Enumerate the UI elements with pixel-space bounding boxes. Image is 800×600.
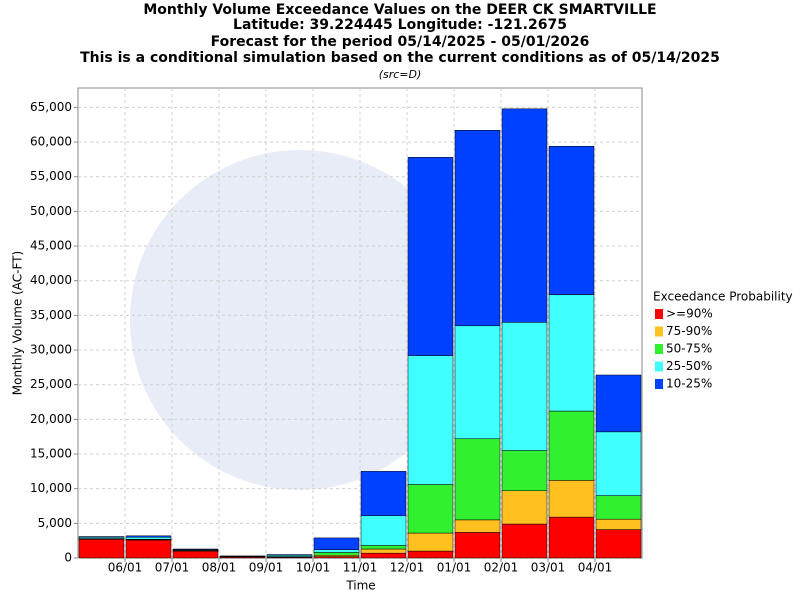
x-tick-label: 03/01: [531, 561, 566, 575]
bar-segment: [360, 515, 407, 546]
bar-segment: [360, 548, 407, 554]
x-tick-label: 02/01: [484, 561, 519, 575]
y-tick-label: 10,000: [30, 481, 72, 495]
bar-segment: [407, 157, 454, 356]
x-tick-label: 09/01: [249, 561, 284, 575]
legend-label: >=90%: [666, 307, 713, 321]
y-tick-label: 60,000: [30, 135, 72, 149]
bar-segment: [548, 145, 595, 295]
bar-segment: [454, 438, 501, 521]
legend-label: 10-25%: [666, 377, 712, 391]
bar-segment: [501, 108, 548, 323]
y-tick-label: 45,000: [30, 239, 72, 253]
x-tick-label: 04/01: [578, 561, 613, 575]
bar-segment: [595, 431, 642, 496]
bar-segment: [501, 523, 548, 559]
bar-segment: [313, 549, 360, 553]
legend-swatch: [655, 361, 663, 372]
bar-segment: [548, 294, 595, 412]
x-tick-label: 01/01: [437, 561, 472, 575]
bar-segment: [454, 532, 501, 559]
bar-segment: [125, 535, 172, 538]
bar-segment: [78, 536, 125, 538]
legend-label: 50-75%: [666, 342, 712, 356]
bar-segment: [454, 130, 501, 327]
y-tick-label: 40,000: [30, 273, 72, 287]
bar-segment: [125, 536, 172, 540]
bar-segment: [125, 539, 172, 559]
bar-segment: [548, 516, 595, 559]
y-tick-label: 15,000: [30, 447, 72, 461]
bar-segment: [172, 548, 219, 550]
y-tick-label: 25,000: [30, 377, 72, 391]
y-tick-label: 50,000: [30, 204, 72, 218]
bar-segment: [360, 552, 407, 559]
y-tick-label: 35,000: [30, 308, 72, 322]
x-tick-label: 07/01: [155, 561, 190, 575]
y-tick-label: 65,000: [30, 100, 72, 114]
title-line: Forecast for the period 05/14/2025 - 05/…: [211, 34, 590, 50]
legend-label: 25-50%: [666, 359, 712, 373]
bar-segment: [595, 529, 642, 559]
bar-segment: [454, 519, 501, 533]
bar-segment: [78, 539, 125, 559]
legend-swatch: [655, 379, 663, 389]
legend-swatch: [655, 344, 663, 354]
y-tick-label: 55,000: [30, 169, 72, 183]
legend-swatch: [655, 309, 663, 319]
bar-segment: [595, 495, 642, 520]
bar-segment: [407, 550, 454, 559]
bar-segment: [595, 374, 642, 433]
x-axis-label: Time: [345, 579, 375, 593]
legend-label: 75-90%: [666, 324, 712, 338]
title-line: Latitude: 39.224445 Longitude: -121.2675: [233, 17, 567, 33]
bar-segment: [360, 471, 407, 516]
bar-segment: [313, 552, 360, 556]
x-tick-label: 06/01: [108, 561, 143, 575]
bar-segment: [172, 550, 219, 559]
bar-segment: [501, 322, 548, 451]
title-line: This is a conditional simulation based o…: [80, 50, 720, 66]
x-tick-label: 08/01: [202, 561, 237, 575]
y-tick-label: 30,000: [30, 343, 72, 357]
y-tick-label: 0: [64, 551, 72, 565]
title-line: Monthly Volume Exceedance Values on the …: [143, 2, 656, 18]
bar-segment: [407, 355, 454, 485]
bar-segment: [454, 325, 501, 440]
legend-title: Exceedance Probability: [653, 290, 793, 304]
bar-segment: [407, 532, 454, 552]
legend-swatch: [655, 326, 663, 337]
bar-segment: [313, 537, 360, 550]
y-axis-label: Monthly Volume (AC-FT): [11, 251, 25, 395]
bar-segment: [501, 490, 548, 525]
bar-segment: [595, 518, 642, 530]
x-tick-label: 11/01: [343, 561, 378, 575]
source-note: (src=D): [379, 68, 422, 81]
bar-segment: [548, 410, 595, 481]
bar-segment: [407, 484, 454, 534]
bar-segment: [548, 480, 595, 518]
bar-segment: [501, 450, 548, 492]
y-tick-label: 20,000: [30, 412, 72, 426]
bar-segment: [266, 554, 313, 556]
x-tick-label: 10/01: [296, 561, 331, 575]
x-tick-label: 12/01: [390, 561, 425, 575]
watermark: [130, 150, 470, 490]
bar-segment: [360, 545, 407, 550]
y-tick-label: 5,000: [38, 516, 72, 530]
